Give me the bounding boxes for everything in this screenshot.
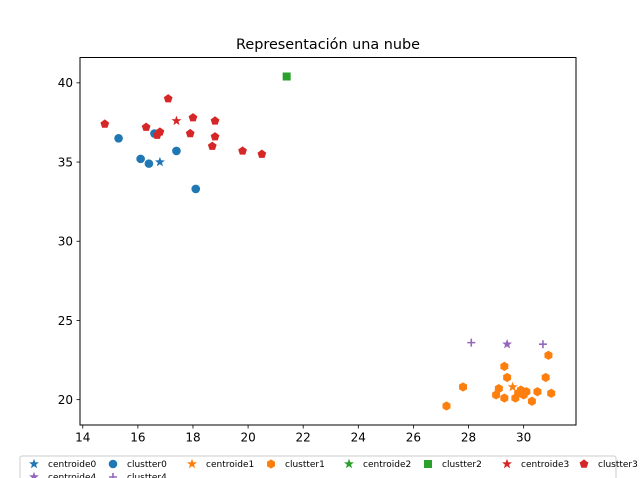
legend-label: clustter2 [442,460,482,470]
data-point-clustter1 [547,388,556,398]
data-point-clustter1 [500,393,509,403]
data-point-clustter3 [257,149,267,158]
data-point-clustter1 [459,382,468,392]
data-point-clustter0 [114,133,123,143]
legend-label: centroide3 [521,460,569,470]
series-centroide4 [502,339,513,349]
legend-label: clustter4 [127,473,167,478]
x-tick-label: 26 [406,431,421,445]
data-point-clustter3 [141,122,151,131]
legend-item-clustter1: clustter1 [267,459,325,470]
legend-item-clustter2: clustter2 [424,460,482,470]
series-clustter4 [467,338,547,349]
data-point-clustter3 [155,127,165,136]
data-point-clustter4 [467,338,476,347]
legend-marker-clustter0 [108,459,118,469]
data-point-clustter3 [210,116,220,125]
data-point-centroide0 [154,156,165,167]
x-tick-label: 14 [75,431,90,445]
legend-label: centroide4 [48,473,96,478]
legend: centroide0 clustter0 centroide1 clustter1 ce… [19,455,638,478]
x-axis: 14 16 18 20 22 24 26 28 30 [75,425,531,445]
data-point-clustter1 [527,396,536,406]
series-centroide0 [154,156,165,167]
chart-title: Representación una nube [236,37,420,53]
plot-area-frame [79,57,577,426]
x-tick-label: 18 [185,431,200,445]
legend-item-centroide4: centroide4 [29,471,96,478]
data-point-clustter4 [538,340,547,349]
legend-marker-centroide3 [502,458,512,469]
data-point-clustter1 [500,361,509,371]
data-point-clustter0 [191,184,201,194]
legend-marker-centroide4 [29,471,39,478]
y-tick-label: 35 [58,155,73,169]
data-point-centroide1 [507,381,518,392]
data-point-clustter0 [136,154,145,164]
x-tick-label: 28 [461,431,476,445]
x-tick-label: 24 [351,431,366,445]
x-tick-label: 22 [296,431,311,445]
legend-label: clustter0 [127,460,167,470]
y-tick-label: 25 [58,314,73,328]
legend-marker-clustter1 [267,459,275,469]
y-axis: 20 25 30 35 40 [58,76,80,407]
data-point-centroide3 [171,115,182,126]
legend-marker-clustter3 [579,459,589,468]
legend-marker-centroide0 [29,458,39,469]
data-point-clustter1 [442,401,451,411]
data-point-clustter1 [533,387,542,397]
legend-label: clustter1 [285,460,325,470]
legend-item-clustter0: clustter0 [108,459,167,470]
legend-item-clustter4: clustter4 [109,473,167,478]
data-point-clustter1 [541,372,550,383]
series-clustter3 [100,94,267,158]
legend-marker-clustter4 [109,473,117,478]
legend-label: centroide2 [363,460,411,470]
legend-item-centroide2: centroide2 [344,458,411,470]
data-point-clustter1 [503,372,512,383]
data-point-clustter3 [163,94,173,103]
x-tick-label: 30 [516,431,531,445]
x-tick-label: 16 [130,431,145,445]
data-point-clustter3 [100,119,110,128]
data-point-clustter2 [282,72,291,81]
series-clustter1 [442,350,556,411]
legend-marker-centroide1 [187,458,197,469]
data-point-clustter3 [210,132,220,141]
legend-marker-clustter2 [424,460,432,468]
data-point-clustter1 [494,383,503,394]
legend-item-clustter3: clustter3 [579,459,638,470]
legend-label: centroide0 [48,460,96,470]
data-point-clustter3 [238,146,247,155]
data-point-clustter3 [188,113,198,122]
legend-marker-centroide2 [344,458,354,469]
data-point-clustter3 [185,128,195,138]
y-tick-label: 40 [58,76,73,90]
x-tick-label: 20 [240,431,255,445]
data-points [100,72,556,411]
data-point-clustter0 [172,146,181,156]
legend-item-centroide1: centroide1 [187,458,254,470]
legend-item-centroide0: centroide0 [29,458,96,470]
data-point-clustter1 [544,350,553,360]
y-tick-label: 20 [58,393,73,407]
data-point-clustter0 [144,159,154,168]
series-clustter2 [282,72,291,81]
series-centroide3 [171,115,182,126]
data-point-clustter1 [522,387,531,397]
series-centroide1 [507,381,518,392]
legend-label: clustter3 [598,460,638,470]
y-tick-label: 30 [58,235,73,249]
data-point-clustter3 [207,141,217,150]
data-point-centroide4 [502,339,513,349]
legend-frame [19,455,617,478]
legend-label: centroide1 [206,460,254,470]
legend-item-centroide3: centroide3 [502,458,569,470]
